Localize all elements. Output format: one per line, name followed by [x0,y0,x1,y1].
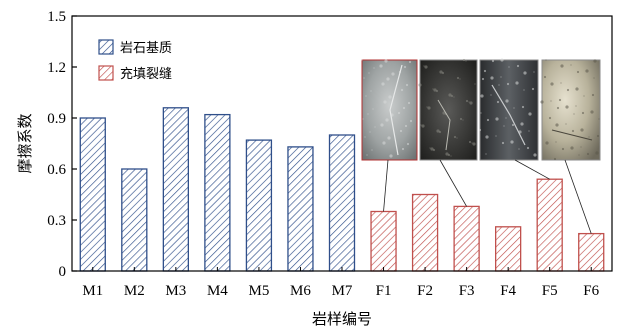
rock-photo-3 [478,58,539,161]
bar-f4 [495,226,522,272]
y-tick-label: 0 [59,264,67,280]
y-tick-label: 1.2 [47,60,66,76]
y-tick-label: 0.9 [47,111,66,127]
x-axis-title: 岩样编号 [312,310,372,328]
x-tick-label-f4: F4 [500,283,516,299]
bar-m6 [287,146,314,272]
bar-f1 [370,210,397,272]
rock-photo-4 [540,59,601,161]
x-tick-label-m5: M5 [249,283,270,299]
inset-photos [361,58,601,234]
x-tick-label-f6: F6 [583,283,599,299]
x-tick-label-f1: F1 [376,283,392,299]
legend-swatch-1 [98,65,114,81]
bar-f2 [411,193,439,272]
x-tick-label-m7: M7 [332,283,353,299]
legend-label-1: 充填裂缝 [120,66,172,82]
x-tick-label-m6: M6 [290,283,311,299]
y-tick-label: 0.3 [47,213,66,229]
x-tick-label-m4: M4 [207,283,228,299]
bar-m2 [121,168,148,272]
leader-line-f1 [383,159,389,212]
x-tick-label-f5: F5 [542,283,558,299]
bar-m4 [204,113,231,272]
y-tick-label: 0.6 [47,162,66,178]
rock-photo-1 [361,59,418,161]
bar-f5 [536,178,563,272]
x-tick-label-m2: M2 [124,283,145,299]
bar-f6 [578,232,605,272]
x-tick-label-m3: M3 [165,283,186,299]
bar-m1 [79,117,106,272]
y-tick-label: 1.5 [47,9,66,25]
plot-area [79,107,605,272]
y-axis-title: 摩擦系数 [16,113,34,173]
leader-line-f5 [514,159,550,180]
rock-photo-2 [418,58,478,161]
bar-m7 [328,134,356,272]
bar-m3 [162,107,189,272]
legend-label-0: 岩石基质 [120,41,172,56]
x-tick-label-f2: F2 [417,283,433,299]
x-tick-label-m1: M1 [82,283,103,299]
bar-m5 [245,139,273,272]
x-tick-label-f3: F3 [459,283,475,299]
leader-line-f6 [564,159,592,234]
bar-f3 [453,205,480,272]
leader-line-f3 [439,159,467,207]
axes: 0 0.3 0.6 0.9 1.2 1.5 M1 M2 M3 M4 M5 M6 M7 F1 F2 F3 F4 F5… [16,9,613,328]
legend-swatch-0 [98,39,114,55]
